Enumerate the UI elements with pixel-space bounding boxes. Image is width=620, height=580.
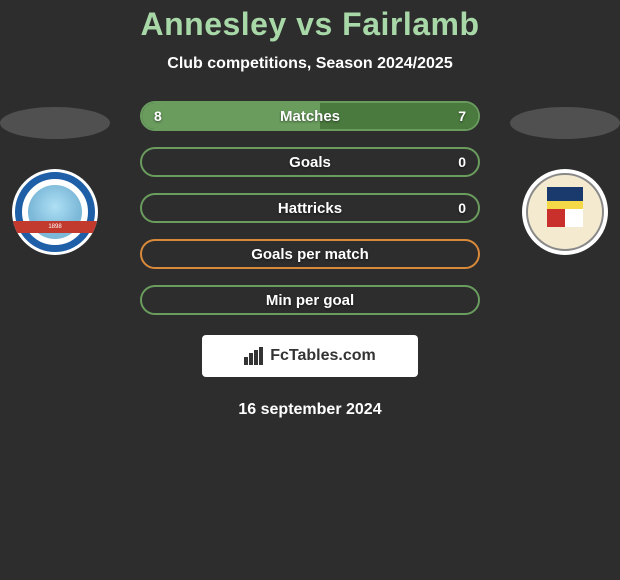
shield-icon (547, 187, 583, 227)
right-club-logo (522, 169, 608, 255)
logo-band: 1898 (12, 221, 98, 233)
page-title: Annesley vs Fairlamb (140, 6, 479, 43)
subtitle: Club competitions, Season 2024/2025 (167, 55, 452, 73)
left-ellipse (0, 107, 110, 139)
left-column: 1898 (0, 101, 110, 255)
right-column (510, 101, 620, 255)
stat-row: Goals per match (140, 239, 480, 269)
stat-label: Goals per match (251, 246, 369, 263)
branding-badge: FcTables.com (202, 335, 418, 377)
stat-value-right: 0 (458, 200, 466, 216)
stat-row: 8 Matches 7 (140, 101, 480, 131)
stats-list: 8 Matches 7 Goals 0 Hattricks 0 Goals per match… (140, 101, 480, 315)
stat-label: Goals (289, 154, 331, 171)
stat-label: Min per goal (266, 292, 354, 309)
date-label: 16 september 2024 (238, 401, 381, 419)
stat-fill-right (320, 103, 478, 129)
stat-value-right: 7 (458, 108, 466, 124)
stat-label: Hattricks (278, 200, 342, 217)
stats-wrap: 1898 8 Matches 7 Goals 0 Hattricks 0 Goals per … (0, 101, 620, 315)
bar-chart-icon (244, 347, 264, 365)
branding-text: FcTables.com (270, 347, 376, 365)
stat-value-left: 8 (154, 108, 162, 124)
comparison-infographic: Annesley vs Fairlamb Club competitions, … (0, 0, 620, 419)
stat-value-right: 0 (458, 154, 466, 170)
left-club-logo: 1898 (12, 169, 98, 255)
stat-row: Goals 0 (140, 147, 480, 177)
stat-row: Hattricks 0 (140, 193, 480, 223)
right-ellipse (510, 107, 620, 139)
stat-label: Matches (280, 108, 340, 125)
stat-row: Min per goal (140, 285, 480, 315)
